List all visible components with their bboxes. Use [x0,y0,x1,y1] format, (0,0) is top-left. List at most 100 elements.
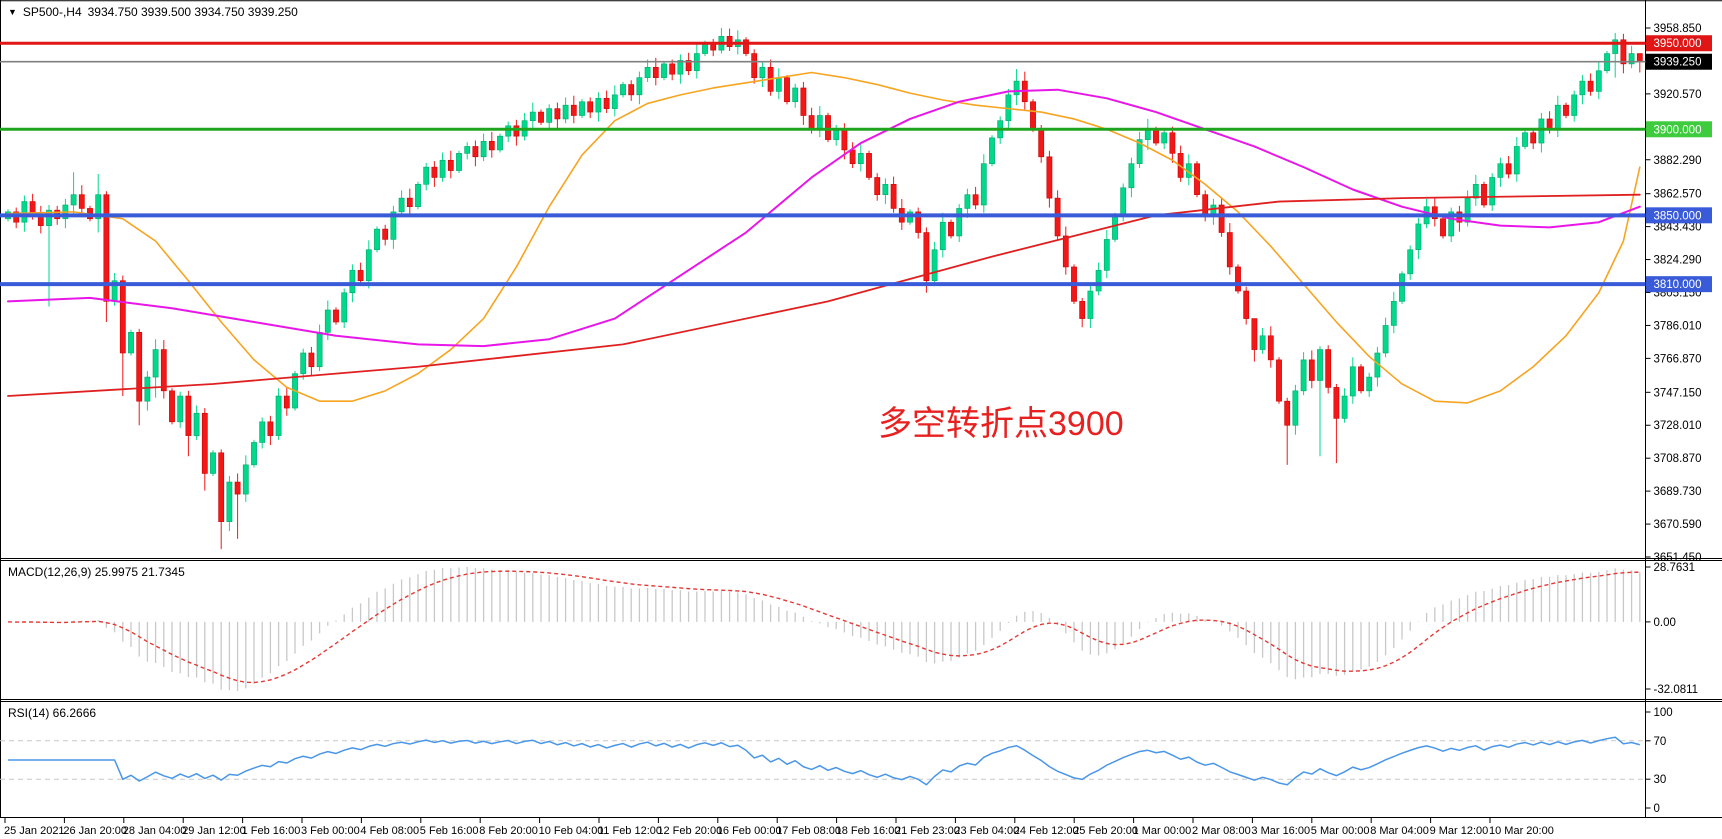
candle-body [357,270,364,282]
candle-body [980,163,987,206]
candle-body [1325,349,1332,388]
candle-body [529,111,536,121]
rsi-panel: 100 70 30 0 [0,707,1673,815]
level-badge [1646,121,1712,138]
candle-body [603,97,610,109]
macd-axis-label: 0.00 [1654,617,1676,629]
candle-body [1382,325,1389,354]
candle-body [554,108,561,120]
candle-body [652,67,659,78]
candle-body [275,395,282,436]
candle-body [1013,80,1020,96]
ohlc-quote-line: 3934.750 3939.500 3934.750 3939.250 [87,5,298,19]
candle-body [259,421,266,443]
candle-body [1563,104,1569,116]
candle-body [1267,335,1274,361]
macd-signal-line [7,570,1640,684]
candle-body [1038,128,1045,158]
candle-body [464,146,471,154]
candle-body [751,53,758,78]
candle-body [349,270,356,294]
candle-body [1620,39,1627,65]
candle-body [972,194,979,206]
level-badge [1646,35,1712,52]
candle-body [1030,101,1036,130]
candle-body [1276,359,1282,402]
symbol-dropdown-icon[interactable]: ▼ [8,6,17,17]
price-tick-label: 3651.450 [1654,552,1702,564]
candle-series [5,28,1643,550]
level-badge-label: 3950.000 [1654,38,1702,50]
candle-body [759,67,766,78]
candle-body [743,39,749,54]
level-badge-label: 3850.000 [1654,210,1702,222]
candle-body [1153,128,1159,144]
candle-body [1431,206,1438,220]
candle-body [390,211,397,240]
candle-body [1103,239,1110,271]
candle-body [1538,118,1545,144]
candle-body [1349,366,1356,397]
candle-body [1202,194,1209,216]
candle-body [538,111,544,123]
price-tick-label: 3843.430 [1654,222,1702,234]
candle-body [866,153,872,178]
candle-body [1218,204,1225,233]
candle-body [1489,177,1496,206]
symbol-timeframe-label: SP500-,H4 [22,5,82,19]
candle-body [415,184,421,208]
time-tick-label: 25 Feb 20:00 [1073,825,1138,837]
candle-body [956,208,963,237]
candle-body [382,228,389,240]
candle-body [1128,163,1135,189]
candle-body [849,149,856,164]
candle-body [702,42,708,54]
candle-body [1472,184,1479,199]
candle-body [1530,132,1537,144]
level-badge [1646,207,1712,224]
candle-body [333,309,339,323]
candle-body [1415,223,1422,251]
level-badge [1646,276,1712,293]
candle-body [1522,132,1528,147]
time-tick-label: 1 Mar 00:00 [1133,825,1192,837]
candle-body [70,194,77,206]
candle-body [595,97,602,113]
candle-body [792,87,799,103]
time-tick-label: 10 Feb 04:00 [539,825,604,837]
price-tick-label: 3882.290 [1654,155,1702,167]
macd-indicator-label: MACD(12,26,9) 25.9975 21.7345 [8,565,185,579]
price-tick-label: 3670.590 [1654,519,1702,531]
candle-body [669,63,676,75]
candle-body [923,232,930,282]
time-tick-label: 16 Feb 00:00 [717,825,782,837]
rsi-axis-label: 100 [1654,707,1673,719]
candle-body [1226,232,1233,268]
candle-body [964,194,971,209]
candle-body [726,36,733,47]
time-tick-label: 25 Jan 2021 [4,825,65,837]
candle-body [833,128,840,140]
candle-body [1144,128,1151,140]
time-tick-label: 2 Mar 08:00 [1192,825,1251,837]
candle-body [857,153,864,164]
candle-body [1251,318,1258,350]
candle-body [251,442,257,466]
candle-body [1087,290,1094,319]
level-badge-label: 3810.000 [1654,279,1702,291]
price-tick-label: 3689.730 [1654,486,1702,498]
candle-body [144,376,151,402]
time-tick-label: 1 Feb 16:00 [242,825,301,837]
candle-body [882,184,889,195]
candle-body [611,94,618,109]
candle-body [1440,218,1446,237]
candle-body [374,228,380,251]
candle-body [128,332,134,354]
candle-body [1554,104,1561,130]
candle-body [242,464,249,495]
time-tick-label: 26 Jan 20:00 [63,825,127,837]
candle-body [1169,132,1176,154]
candle-body [915,211,922,233]
